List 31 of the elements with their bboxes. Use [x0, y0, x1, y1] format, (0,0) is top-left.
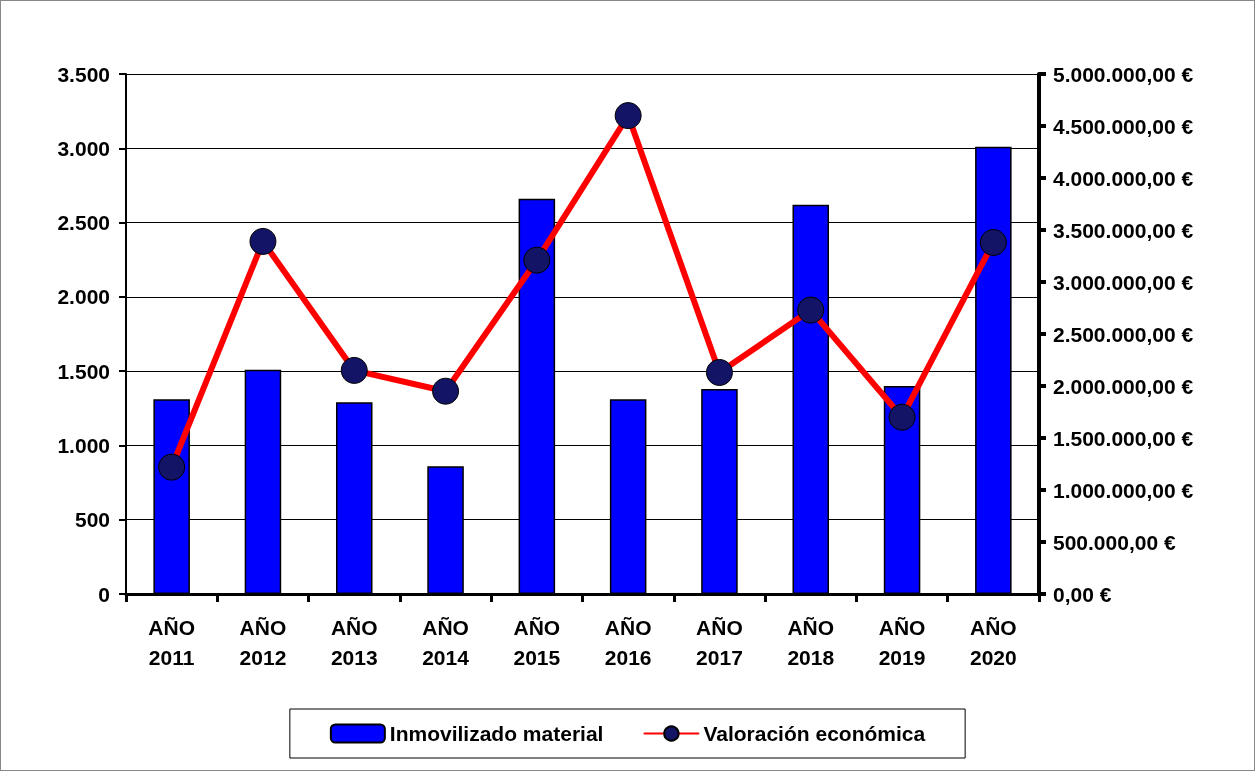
x-tick-label: AÑO 2014 [422, 615, 470, 669]
y-tick-label: 2.000 [57, 285, 110, 309]
y-tick-label: 3.000 [57, 136, 110, 160]
y2-tick-label: 1.500.000,00 € [1053, 426, 1194, 450]
y-tick-label: 500 [74, 508, 110, 532]
x-tick-label: AÑO 2016 [604, 615, 652, 669]
y2-tick-label: 0,00 € [1053, 582, 1112, 606]
x-tick-label: AÑO 2011 [148, 615, 195, 669]
x-tick-label: AÑO 2015 [513, 615, 561, 669]
y-tick-label: 1.500 [57, 359, 110, 383]
x-tick-label: AÑO 2013 [330, 615, 378, 669]
y2-tick-label: 2.000.000,00 € [1053, 374, 1194, 398]
y2-tick-label: 4.000.000,00 € [1053, 166, 1194, 190]
x-tick-label: AÑO 2019 [878, 615, 926, 669]
legend-label: Valoración económica [703, 722, 926, 745]
y-tick-label: 1.000 [57, 433, 110, 457]
x-tick-label: AÑO 2020 [969, 615, 1017, 669]
x-tick-label: AÑO 2018 [787, 615, 835, 669]
legend-label: Inmovilizado material [389, 722, 604, 745]
y2-tick-label: 4.500.000,00 € [1053, 114, 1194, 138]
y2-tick-label: 500.000,00 € [1053, 530, 1176, 554]
y2-tick-label: 2.500.000,00 € [1053, 322, 1194, 346]
y2-tick-label: 5.000.000,00 € [1053, 62, 1194, 86]
y2-tick-label: 3.000.000,00 € [1053, 270, 1194, 294]
y2-tick-label: 1.000.000,00 € [1053, 478, 1194, 502]
x-tick-label: AÑO 2017 [696, 615, 743, 669]
y2-tick-label: 3.500.000,00 € [1053, 218, 1194, 242]
y-tick-label: 3.500 [57, 62, 110, 86]
y-tick-label: 2.500 [57, 211, 110, 235]
y-tick-label: 0 [98, 582, 110, 606]
x-tick-label: AÑO 2012 [239, 615, 287, 669]
